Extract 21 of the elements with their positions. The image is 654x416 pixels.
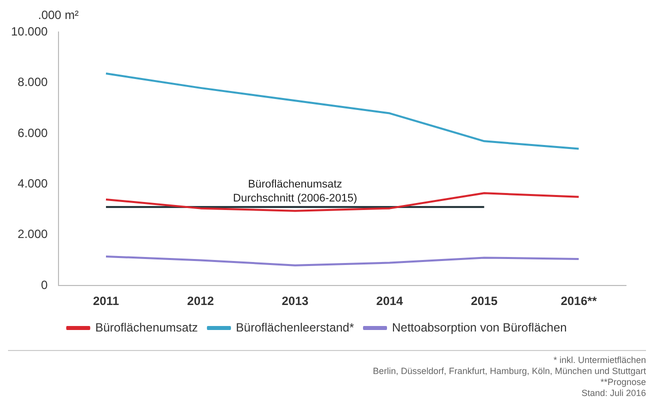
legend-label: Büroflächenleerstand* [236,320,354,334]
series-label: Büroflächenumsatz Durchschnitt (2006-2015) [233,178,358,205]
text: Stand: Juli 2016 [580,388,646,399]
text: **Prognose [599,377,646,388]
x-tick-label: 2011 [92,294,120,308]
x-tick-label: 2012 [187,294,214,308]
y-axis-title: .000 m² [37,8,80,22]
y-tick-label: 2.000 [18,227,48,242]
legend-label: Nettoabsorption von Büroflächen [392,320,567,334]
text: Berlin, Düsseldorf, Frankfurt, Hamburg, Köln, München und Stuttgart [372,366,646,377]
y-tick-label: 6.000 [18,126,48,140]
y-tick-label: 8.000 [18,75,48,90]
legend-label: Büroflächenumsatz [95,320,198,334]
text: * inkl. Untermietflächen [552,355,646,366]
x-tick-label: 2013 [282,294,309,308]
x-tick-label: 2015 [470,294,498,308]
x-tick-label: 2014 [376,294,404,308]
x-tick-label: 2016** [560,294,598,308]
y-tick-label: 0 [41,278,48,292]
y-tick-label: 10.000 [11,24,48,39]
y-tick-label: 4.000 [18,176,48,191]
